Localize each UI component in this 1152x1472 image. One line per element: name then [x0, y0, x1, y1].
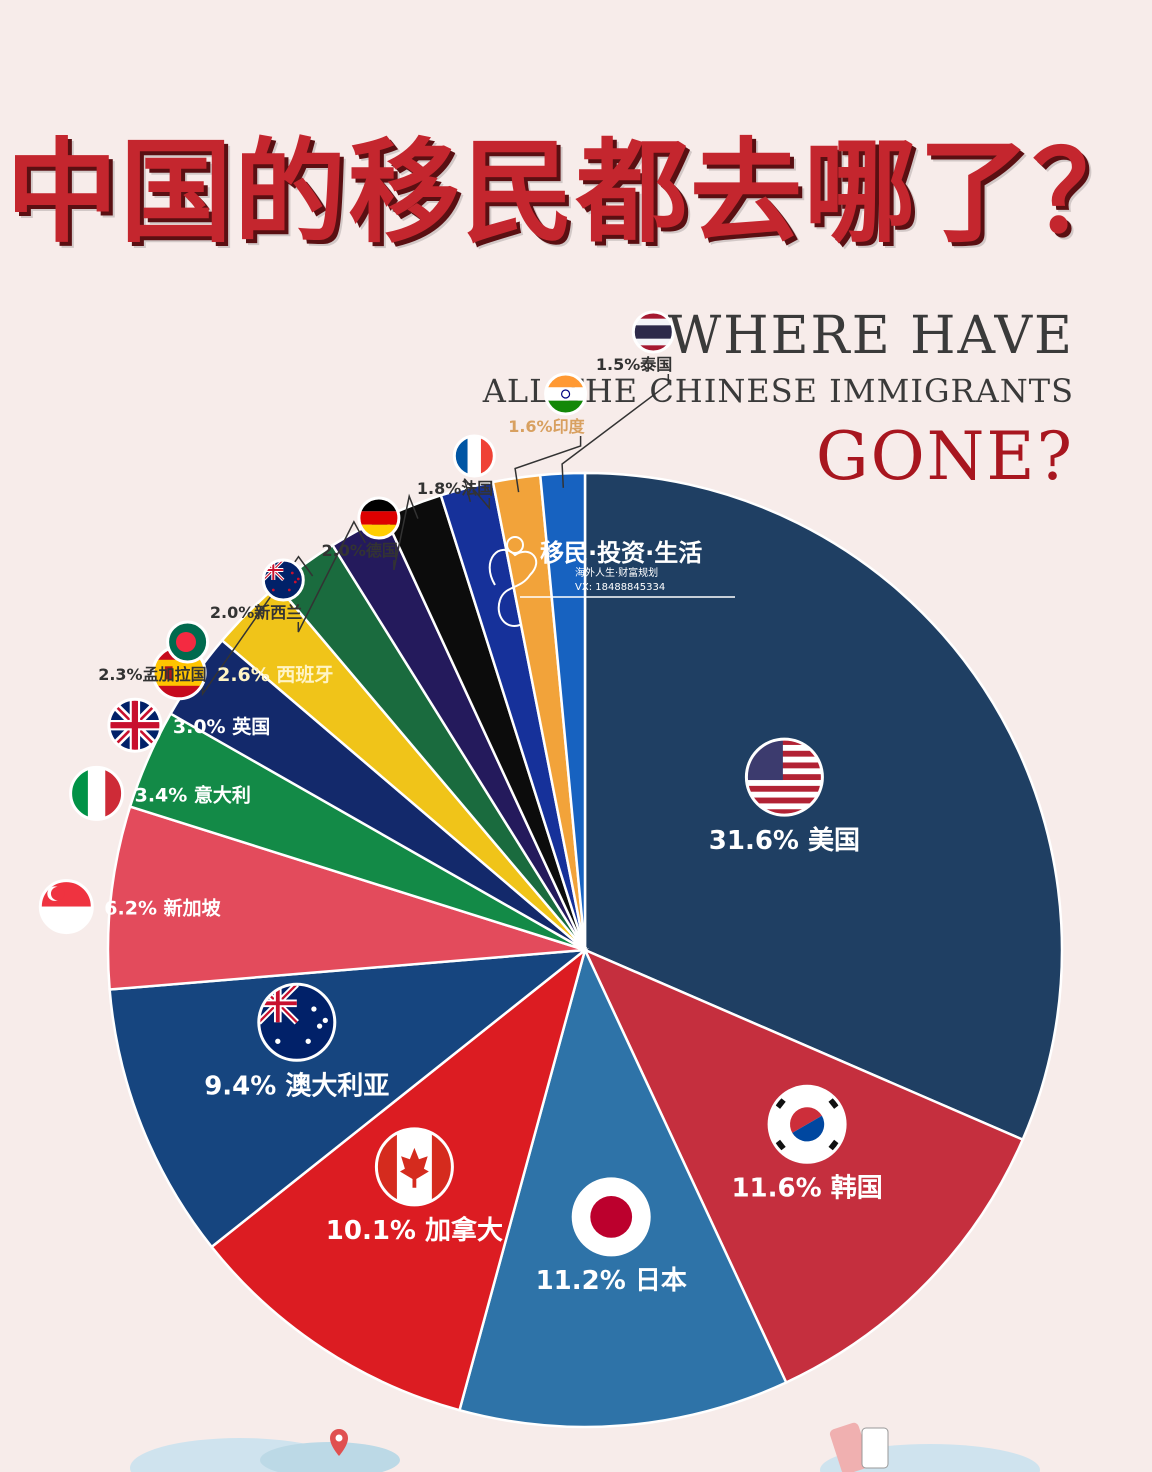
slice-label-india: 1.6%印度 [508, 417, 585, 436]
location-pin-icon [330, 1429, 348, 1456]
slice-label-france: 1.8%法国 [417, 479, 493, 498]
slice-label-singapore: 6.2% 新加坡 [104, 897, 221, 920]
pie-slice-australia [108, 948, 590, 1249]
slice-label-bangladesh: 2.3%孟加拉国 [98, 665, 206, 684]
slice-label-korea: 11.6% 韩国 [731, 1173, 882, 1203]
subtitle-line-3: GONE? [815, 418, 1074, 495]
slice-label-usa: 31.6% 美国 [709, 825, 860, 856]
slice-label-spain: 2.6% 西班牙 [217, 663, 333, 686]
slice-label-new-zealand: 2.0%新西兰 [210, 603, 302, 622]
india-flag-icon [544, 372, 588, 416]
uk-flag-icon [107, 697, 163, 753]
thailand-flag-icon [631, 310, 675, 354]
leader-line-india [514, 436, 582, 493]
subtitle-line-1: WHERE HAVE [667, 306, 1074, 366]
france-flag-icon [452, 434, 496, 478]
leader-line-france [463, 478, 491, 511]
new-zealand-flag-icon [261, 558, 305, 602]
leader-line-thailand [561, 374, 670, 488]
slice-label-canada: 10.1% 加拿大 [326, 1215, 503, 1246]
watermark-line-3: VX: 18488845334 [575, 582, 665, 593]
watermark-line-2: 海外人生·财富规划 [575, 566, 658, 579]
slice-label-thailand: 1.5%泰国 [596, 355, 672, 374]
slice-label-germany: 2.0%德国 [322, 541, 398, 560]
singapore-flag-icon [38, 879, 94, 935]
page-title: 中国的移民都去哪了？ [6, 128, 1146, 258]
slice-label-japan: 11.2% 日本 [536, 1266, 687, 1296]
canada-flag-icon [374, 1127, 454, 1207]
leader-line-bangladesh [201, 555, 314, 697]
slice-label-uk: 3.0% 英国 [173, 715, 270, 738]
slice-label-italy: 3.4% 意大利 [135, 783, 251, 806]
pie-slice-korea [582, 947, 1025, 1385]
japan-flag-icon [571, 1177, 651, 1257]
watermark: 移民·投资·生活 海外人生·财富规划 VX: 18488845334 [488, 536, 735, 627]
australia-flag-icon [257, 982, 337, 1062]
pie-slice-usa [583, 471, 1064, 1142]
germany-flag-icon [357, 496, 401, 540]
passport-icon [829, 1422, 871, 1472]
bangladesh-flag-icon [166, 620, 210, 664]
usa-flag-icon [744, 737, 824, 817]
flower-logo-icon [488, 536, 538, 627]
watermark-brand: 移民·投资·生活 [540, 539, 702, 567]
pie-slice-singapore [106, 805, 586, 991]
korea-flag-icon [767, 1084, 847, 1164]
leader-line-new-zealand [297, 520, 366, 633]
italy-flag-icon [69, 765, 125, 821]
slice-label-australia: 9.4% 澳大利亚 [204, 1071, 389, 1101]
decor-bottom [130, 1422, 1040, 1472]
leader-line-germany [393, 493, 419, 571]
